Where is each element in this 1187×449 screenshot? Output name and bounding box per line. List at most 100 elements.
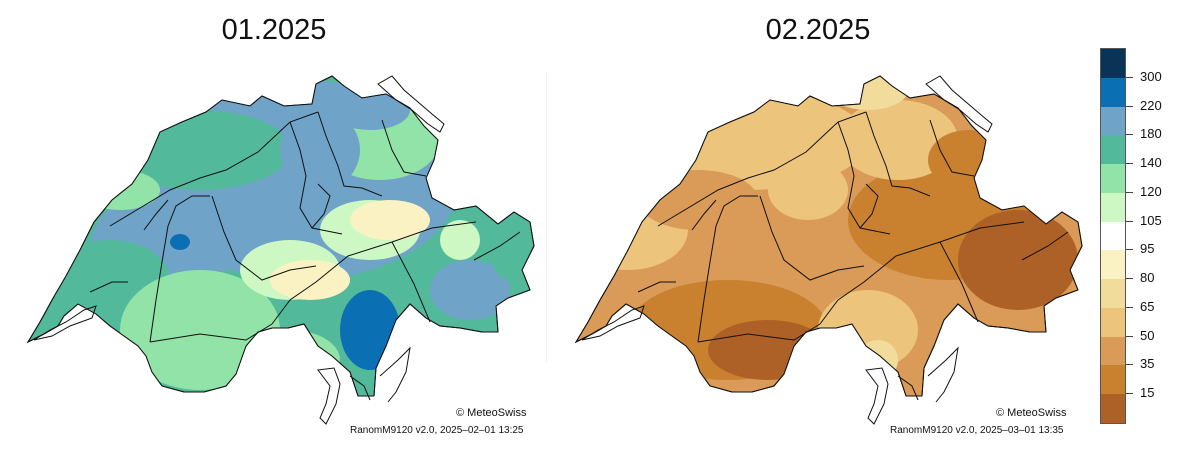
legend-tick-2 bbox=[1126, 134, 1133, 136]
legend-color-2 bbox=[1101, 106, 1125, 136]
legend-label-35: 35 bbox=[1140, 356, 1155, 372]
precip-zone-8 bbox=[828, 76, 908, 110]
regional-border-8 bbox=[939, 241, 979, 323]
legend-label-300: 300 bbox=[1140, 68, 1162, 84]
legend-label-65: 65 bbox=[1140, 298, 1155, 314]
regional-borders-january bbox=[33, 75, 521, 425]
legend-color-0 bbox=[1101, 49, 1125, 79]
precip-zone-9 bbox=[818, 290, 918, 370]
regional-border-9 bbox=[143, 199, 169, 231]
regional-border-12 bbox=[473, 231, 521, 261]
precip-zone-6 bbox=[708, 320, 828, 380]
legend-label-180: 180 bbox=[1140, 126, 1162, 142]
regional-border-12 bbox=[1021, 231, 1069, 261]
lake-outline-3 bbox=[927, 346, 959, 403]
regional-border-11 bbox=[89, 281, 128, 293]
precip-zone-17 bbox=[170, 234, 190, 250]
map-panel-february: 02.2025 © MeteoSwiss RanomM9120 v2.0, 20… bbox=[548, 0, 1088, 449]
lake-outline-1 bbox=[865, 367, 889, 425]
precipitation-zones-january bbox=[50, 80, 530, 390]
regional-border-0 bbox=[109, 111, 319, 227]
map-model-info-january: RanomM9120 v2.0, 2025–02–01 13:25 bbox=[350, 425, 524, 436]
regional-border-3 bbox=[289, 121, 343, 235]
legend-label-140: 140 bbox=[1140, 155, 1162, 171]
precip-zone-9 bbox=[270, 260, 350, 300]
regional-borders-february bbox=[581, 75, 1069, 425]
legend-tick-4 bbox=[1126, 191, 1133, 193]
lake-outline-4 bbox=[581, 305, 645, 341]
legend-label-105: 105 bbox=[1140, 212, 1162, 228]
regional-border-1 bbox=[697, 195, 758, 343]
precipitation-map-february bbox=[574, 75, 1083, 425]
legend-tick-7 bbox=[1126, 278, 1133, 280]
precip-zone-19 bbox=[330, 90, 410, 130]
map-model-info-february: RanomM9120 v2.0, 2025–03–01 13:35 bbox=[890, 425, 1064, 436]
legend-tick-1 bbox=[1126, 105, 1133, 107]
legend-color-10 bbox=[1101, 336, 1125, 366]
precip-zone-11 bbox=[928, 130, 1008, 190]
legend-tick-8 bbox=[1126, 306, 1133, 308]
precip-zone-10 bbox=[858, 340, 898, 380]
precip-zone-13 bbox=[490, 220, 530, 280]
legend-tick-6 bbox=[1126, 249, 1133, 251]
regional-border-7 bbox=[271, 221, 477, 325]
regional-border-2 bbox=[211, 195, 317, 281]
country-border-february bbox=[574, 75, 1083, 397]
precip-zone-18 bbox=[440, 220, 480, 260]
legend-tick-3 bbox=[1126, 163, 1133, 165]
legend-color-7 bbox=[1101, 250, 1125, 280]
country-border-january bbox=[26, 75, 535, 397]
legend-label-220: 220 bbox=[1140, 97, 1162, 113]
legend-color-12 bbox=[1101, 394, 1125, 424]
regional-border-8 bbox=[391, 241, 431, 323]
legend-label-50: 50 bbox=[1140, 327, 1155, 343]
regional-border-4 bbox=[865, 111, 931, 197]
legend-tick-9 bbox=[1126, 335, 1133, 337]
precip-zone-12 bbox=[430, 260, 510, 320]
regional-border-10 bbox=[859, 183, 879, 229]
regional-border-2 bbox=[759, 195, 865, 281]
legend-color-9 bbox=[1101, 307, 1125, 338]
legend-label-15: 15 bbox=[1140, 385, 1155, 401]
precip-zone-5 bbox=[958, 210, 1078, 310]
lake-outline-2 bbox=[349, 375, 371, 401]
map-panel-january: 01.2025 © MeteoSwiss RanomM9120 v2.0, 20… bbox=[0, 0, 548, 449]
regional-border-9 bbox=[691, 199, 717, 231]
legend-color-6 bbox=[1101, 221, 1125, 251]
precip-zone-15 bbox=[280, 110, 360, 190]
lake-outline-3 bbox=[379, 346, 411, 403]
legend-color-1 bbox=[1101, 77, 1125, 108]
regional-border-7 bbox=[819, 221, 1025, 325]
regional-border-5 bbox=[929, 119, 975, 177]
precipitation-zones-february bbox=[576, 76, 1078, 380]
lake-outline-4 bbox=[33, 305, 97, 341]
lake-outline-1 bbox=[317, 367, 341, 425]
precip-zone-16 bbox=[80, 170, 160, 210]
lake-outline-2 bbox=[897, 375, 919, 401]
regional-border-10 bbox=[311, 183, 331, 229]
legend-color-4 bbox=[1101, 164, 1125, 194]
legend-color-8 bbox=[1101, 279, 1125, 309]
legend-tick-0 bbox=[1126, 76, 1133, 78]
regional-border-11 bbox=[637, 281, 676, 293]
legend-color-5 bbox=[1101, 192, 1125, 223]
regional-border-3 bbox=[837, 121, 891, 235]
panel-divider bbox=[546, 72, 547, 362]
regional-border-6 bbox=[149, 323, 273, 343]
legend-label-120: 120 bbox=[1140, 183, 1162, 199]
map-title-january: 01.2025 bbox=[221, 14, 327, 46]
legend-label-95: 95 bbox=[1140, 241, 1155, 257]
precip-zone-13 bbox=[768, 160, 848, 220]
map-credit-january: © MeteoSwiss bbox=[456, 407, 527, 419]
legend-color-11 bbox=[1101, 365, 1125, 395]
regional-border-4 bbox=[317, 111, 383, 197]
legend-tick-5 bbox=[1126, 220, 1133, 222]
legend-tick-11 bbox=[1126, 393, 1133, 395]
lake-outline-0 bbox=[925, 75, 993, 133]
map-credit-february: © MeteoSwiss bbox=[996, 407, 1067, 419]
precip-zone-7 bbox=[350, 200, 430, 240]
legend-color-3 bbox=[1101, 135, 1125, 165]
precipitation-map-january bbox=[26, 75, 535, 425]
legend-tick-10 bbox=[1126, 364, 1133, 366]
regional-border-5 bbox=[381, 119, 427, 177]
